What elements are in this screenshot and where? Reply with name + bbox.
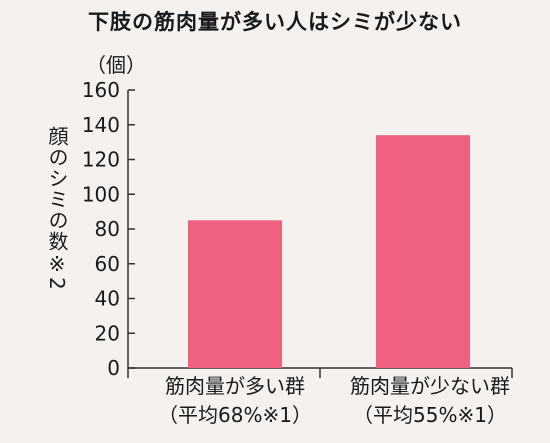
y-unit-label: （個） bbox=[86, 53, 146, 77]
y-tick-label-6: 120 bbox=[82, 148, 120, 172]
y-tick-label-1: 20 bbox=[95, 321, 120, 345]
bar-0 bbox=[188, 220, 282, 368]
category-label-0: 筋肉量が多い群 （平均68%※1） bbox=[130, 372, 340, 430]
y-tick-label-7: 140 bbox=[82, 113, 120, 137]
y-tick-label-8: 160 bbox=[82, 78, 120, 102]
y-tick-label-3: 60 bbox=[95, 252, 120, 276]
chart-title: 下肢の筋肉量が多い人はシミが少ない bbox=[88, 10, 462, 34]
category-label-1-line2: （平均55%※1） bbox=[353, 403, 507, 427]
y-tick-label-5: 100 bbox=[82, 182, 120, 206]
category-label-0-line2: （平均68%※1） bbox=[158, 403, 312, 427]
y-tick-label-4: 80 bbox=[95, 217, 120, 241]
category-label-1: 筋肉量が少ない群 （平均55%※1） bbox=[325, 372, 535, 430]
y-tick-label-0: 0 bbox=[107, 356, 120, 380]
category-label-0-line1: 筋肉量が多い群 bbox=[165, 374, 305, 398]
y-axis-label: 顔のシミの数※2 bbox=[45, 126, 69, 291]
y-tick-label-2: 40 bbox=[95, 287, 120, 311]
category-label-1-line1: 筋肉量が少ない群 bbox=[350, 374, 510, 398]
bar-1 bbox=[376, 135, 470, 368]
